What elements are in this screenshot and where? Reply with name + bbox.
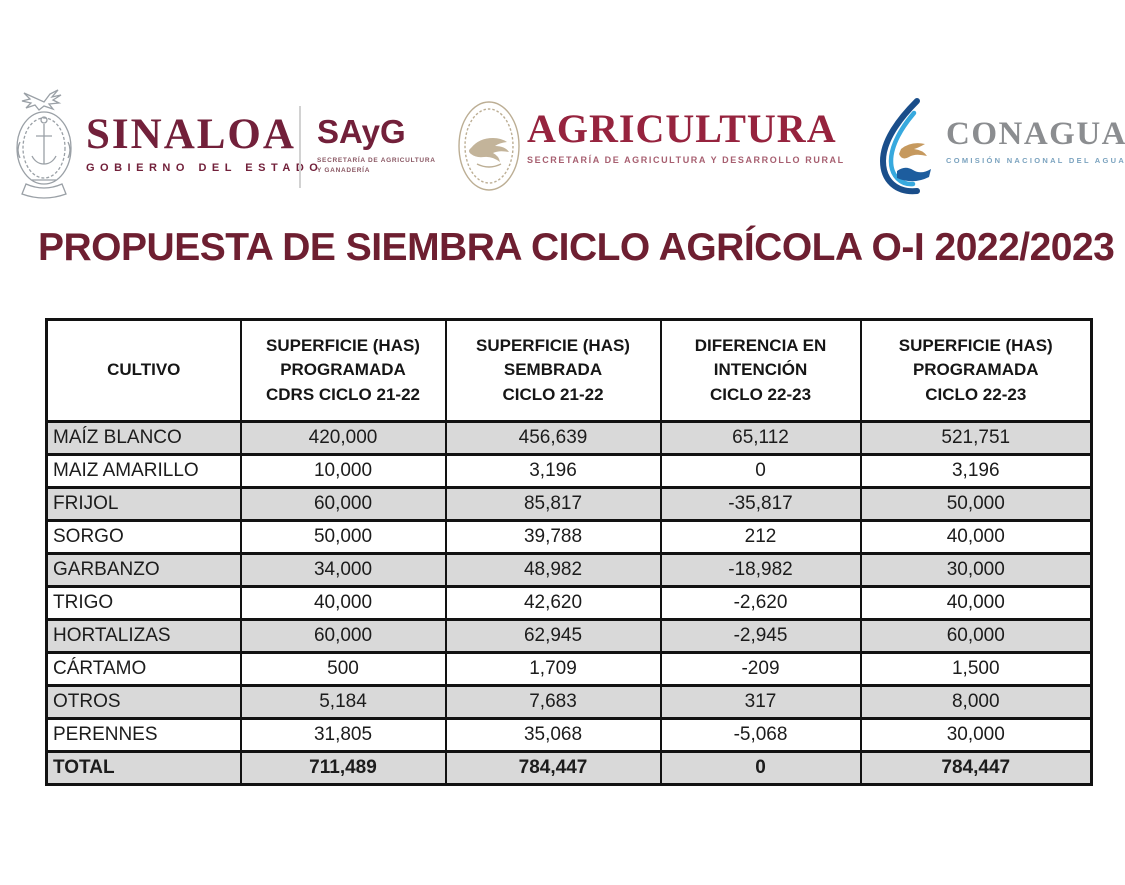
table-row: HORTALIZAS 60,000 62,945 -2,945 60,000 [45, 618, 1093, 654]
col-header-diferencia-22-23: DIFERENCIA EN INTENCIÓN CICLO 22-23 [659, 318, 862, 423]
table-row: PERENNES 31,805 35,068 -5,068 30,000 [45, 717, 1093, 753]
table-row: TOTAL 711,489 784,447 0 784,447 [45, 750, 1093, 786]
value-cell: 3,196 [444, 453, 662, 489]
value-cell: 7,683 [444, 684, 662, 720]
sayg-logo: SAyG SECRETARÍA DE AGRICULTURA Y GANADER… [317, 115, 436, 177]
value-cell: 40,000 [859, 585, 1093, 621]
value-cell: 31,805 [239, 717, 447, 753]
sayg-subtitle: SECRETARÍA DE AGRICULTURA Y GANADERÍA [317, 157, 436, 175]
sinaloa-logo: SINALOA GOBIERNO DEL ESTADO [86, 112, 323, 174]
value-cell: 0 [659, 750, 862, 786]
value-cell: 40,000 [859, 519, 1093, 555]
cultivo-cell: MAIZ AMARILLO [45, 453, 242, 489]
cultivo-cell: TRIGO [45, 585, 242, 621]
col-header-programada-21-22: SUPERFICIE (HAS) PROGRAMADA CDRS CICLO 2… [239, 318, 447, 423]
conagua-eagle [899, 143, 927, 159]
conagua-wordmark: CONAGUA [946, 116, 1125, 152]
header-row: CULTIVO SUPERFICIE (HAS) PROGRAMADA CDRS… [45, 318, 1093, 423]
table-header: CULTIVO SUPERFICIE (HAS) PROGRAMADA CDRS… [45, 318, 1093, 423]
table-row: SORGO 50,000 39,788 212 40,000 [45, 519, 1093, 555]
value-cell: 39,788 [444, 519, 662, 555]
value-cell: 500 [239, 651, 447, 687]
value-cell: 0 [659, 453, 862, 489]
value-cell: 8,000 [859, 684, 1093, 720]
value-cell: 30,000 [859, 717, 1093, 753]
value-cell: 1,500 [859, 651, 1093, 687]
table-row: TRIGO 40,000 42,620 -2,620 40,000 [45, 585, 1093, 621]
cultivo-cell: PERENNES [45, 717, 242, 753]
value-cell: 30,000 [859, 552, 1093, 588]
value-cell: 50,000 [859, 486, 1093, 522]
value-cell: 50,000 [239, 519, 447, 555]
value-cell: 85,817 [444, 486, 662, 522]
sinaloa-wordmark: SINALOA [86, 111, 296, 158]
value-cell: 3,196 [859, 453, 1093, 489]
value-cell: 48,982 [444, 552, 662, 588]
table-row: GARBANZO 34,000 48,982 -18,982 30,000 [45, 552, 1093, 588]
table-row: CÁRTAMO 500 1,709 -209 1,500 [45, 651, 1093, 687]
value-cell: 456,639 [444, 420, 662, 456]
table-body: MAÍZ BLANCO 420,000 456,639 65,112 521,7… [45, 420, 1093, 786]
conagua-logo: CONAGUA COMISIÓN NACIONAL DEL AGUA [946, 117, 1125, 165]
cultivo-cell: OTROS [45, 684, 242, 720]
value-cell: 60,000 [239, 618, 447, 654]
value-cell: 10,000 [239, 453, 447, 489]
col-header-sembrada-21-22: SUPERFICIE (HAS) SEMBRADA CICLO 21-22 [444, 318, 662, 423]
value-cell: 521,751 [859, 420, 1093, 456]
table-row: MAÍZ BLANCO 420,000 456,639 65,112 521,7… [45, 420, 1093, 456]
value-cell: 5,184 [239, 684, 447, 720]
value-cell: 42,620 [444, 585, 662, 621]
cultivo-cell: GARBANZO [45, 552, 242, 588]
value-cell: 35,068 [444, 717, 662, 753]
value-cell: 784,447 [859, 750, 1093, 786]
cultivo-cell: CÁRTAMO [45, 651, 242, 687]
mexico-eagle-seal-icon [458, 101, 520, 191]
siembra-table: CULTIVO SUPERFICIE (HAS) PROGRAMADA CDRS… [45, 318, 1093, 786]
col-header-cultivo: CULTIVO [45, 318, 242, 423]
col-header-programada-22-23: SUPERFICIE (HAS) PROGRAMADA CICLO 22-23 [859, 318, 1093, 423]
sinaloa-subtitle: GOBIERNO DEL ESTADO [86, 162, 324, 175]
value-cell: 784,447 [444, 750, 662, 786]
conagua-subtitle: COMISIÓN NACIONAL DEL AGUA [946, 155, 1125, 165]
cultivo-cell: TOTAL [45, 750, 242, 786]
cultivo-cell: SORGO [45, 519, 242, 555]
value-cell: 212 [659, 519, 862, 555]
value-cell: 62,945 [444, 618, 662, 654]
cultivo-cell: MAÍZ BLANCO [45, 420, 242, 456]
conagua-drop-icon [879, 98, 931, 195]
value-cell: 34,000 [239, 552, 447, 588]
value-cell: -35,817 [659, 486, 862, 522]
sinaloa-crest-icon [16, 89, 72, 199]
value-cell: 65,112 [659, 420, 862, 456]
value-cell: 1,709 [444, 651, 662, 687]
value-cell: 711,489 [239, 750, 447, 786]
cultivo-cell: FRIJOL [45, 486, 242, 522]
value-cell: -2,620 [659, 585, 862, 621]
agricultura-wordmark: AGRICULTURA [527, 106, 837, 151]
page-title: PROPUESTA DE SIEMBRA CICLO AGRÍCOLA O-I … [38, 226, 1115, 269]
value-cell: 420,000 [239, 420, 447, 456]
agricultura-logo: AGRICULTURA SECRETARÍA DE AGRICULTURA Y … [527, 106, 845, 166]
value-cell: -209 [659, 651, 862, 687]
table-row: FRIJOL 60,000 85,817 -35,817 50,000 [45, 486, 1093, 522]
value-cell: 60,000 [239, 486, 447, 522]
table-row: MAIZ AMARILLO 10,000 3,196 0 3,196 [45, 453, 1093, 489]
table-container: CULTIVO SUPERFICIE (HAS) PROGRAMADA CDRS… [45, 318, 1093, 786]
eagle-silhouette [469, 138, 509, 162]
value-cell: -5,068 [659, 717, 862, 753]
cultivo-cell: HORTALIZAS [45, 618, 242, 654]
value-cell: 60,000 [859, 618, 1093, 654]
value-cell: 40,000 [239, 585, 447, 621]
table-row: OTROS 5,184 7,683 317 8,000 [45, 684, 1093, 720]
logo-divider [299, 106, 301, 188]
agricultura-subtitle: SECRETARÍA DE AGRICULTURA Y DESARROLLO R… [527, 155, 845, 165]
value-cell: 317 [659, 684, 862, 720]
sayg-wordmark: SAyG [317, 113, 406, 150]
value-cell: -18,982 [659, 552, 862, 588]
value-cell: -2,945 [659, 618, 862, 654]
